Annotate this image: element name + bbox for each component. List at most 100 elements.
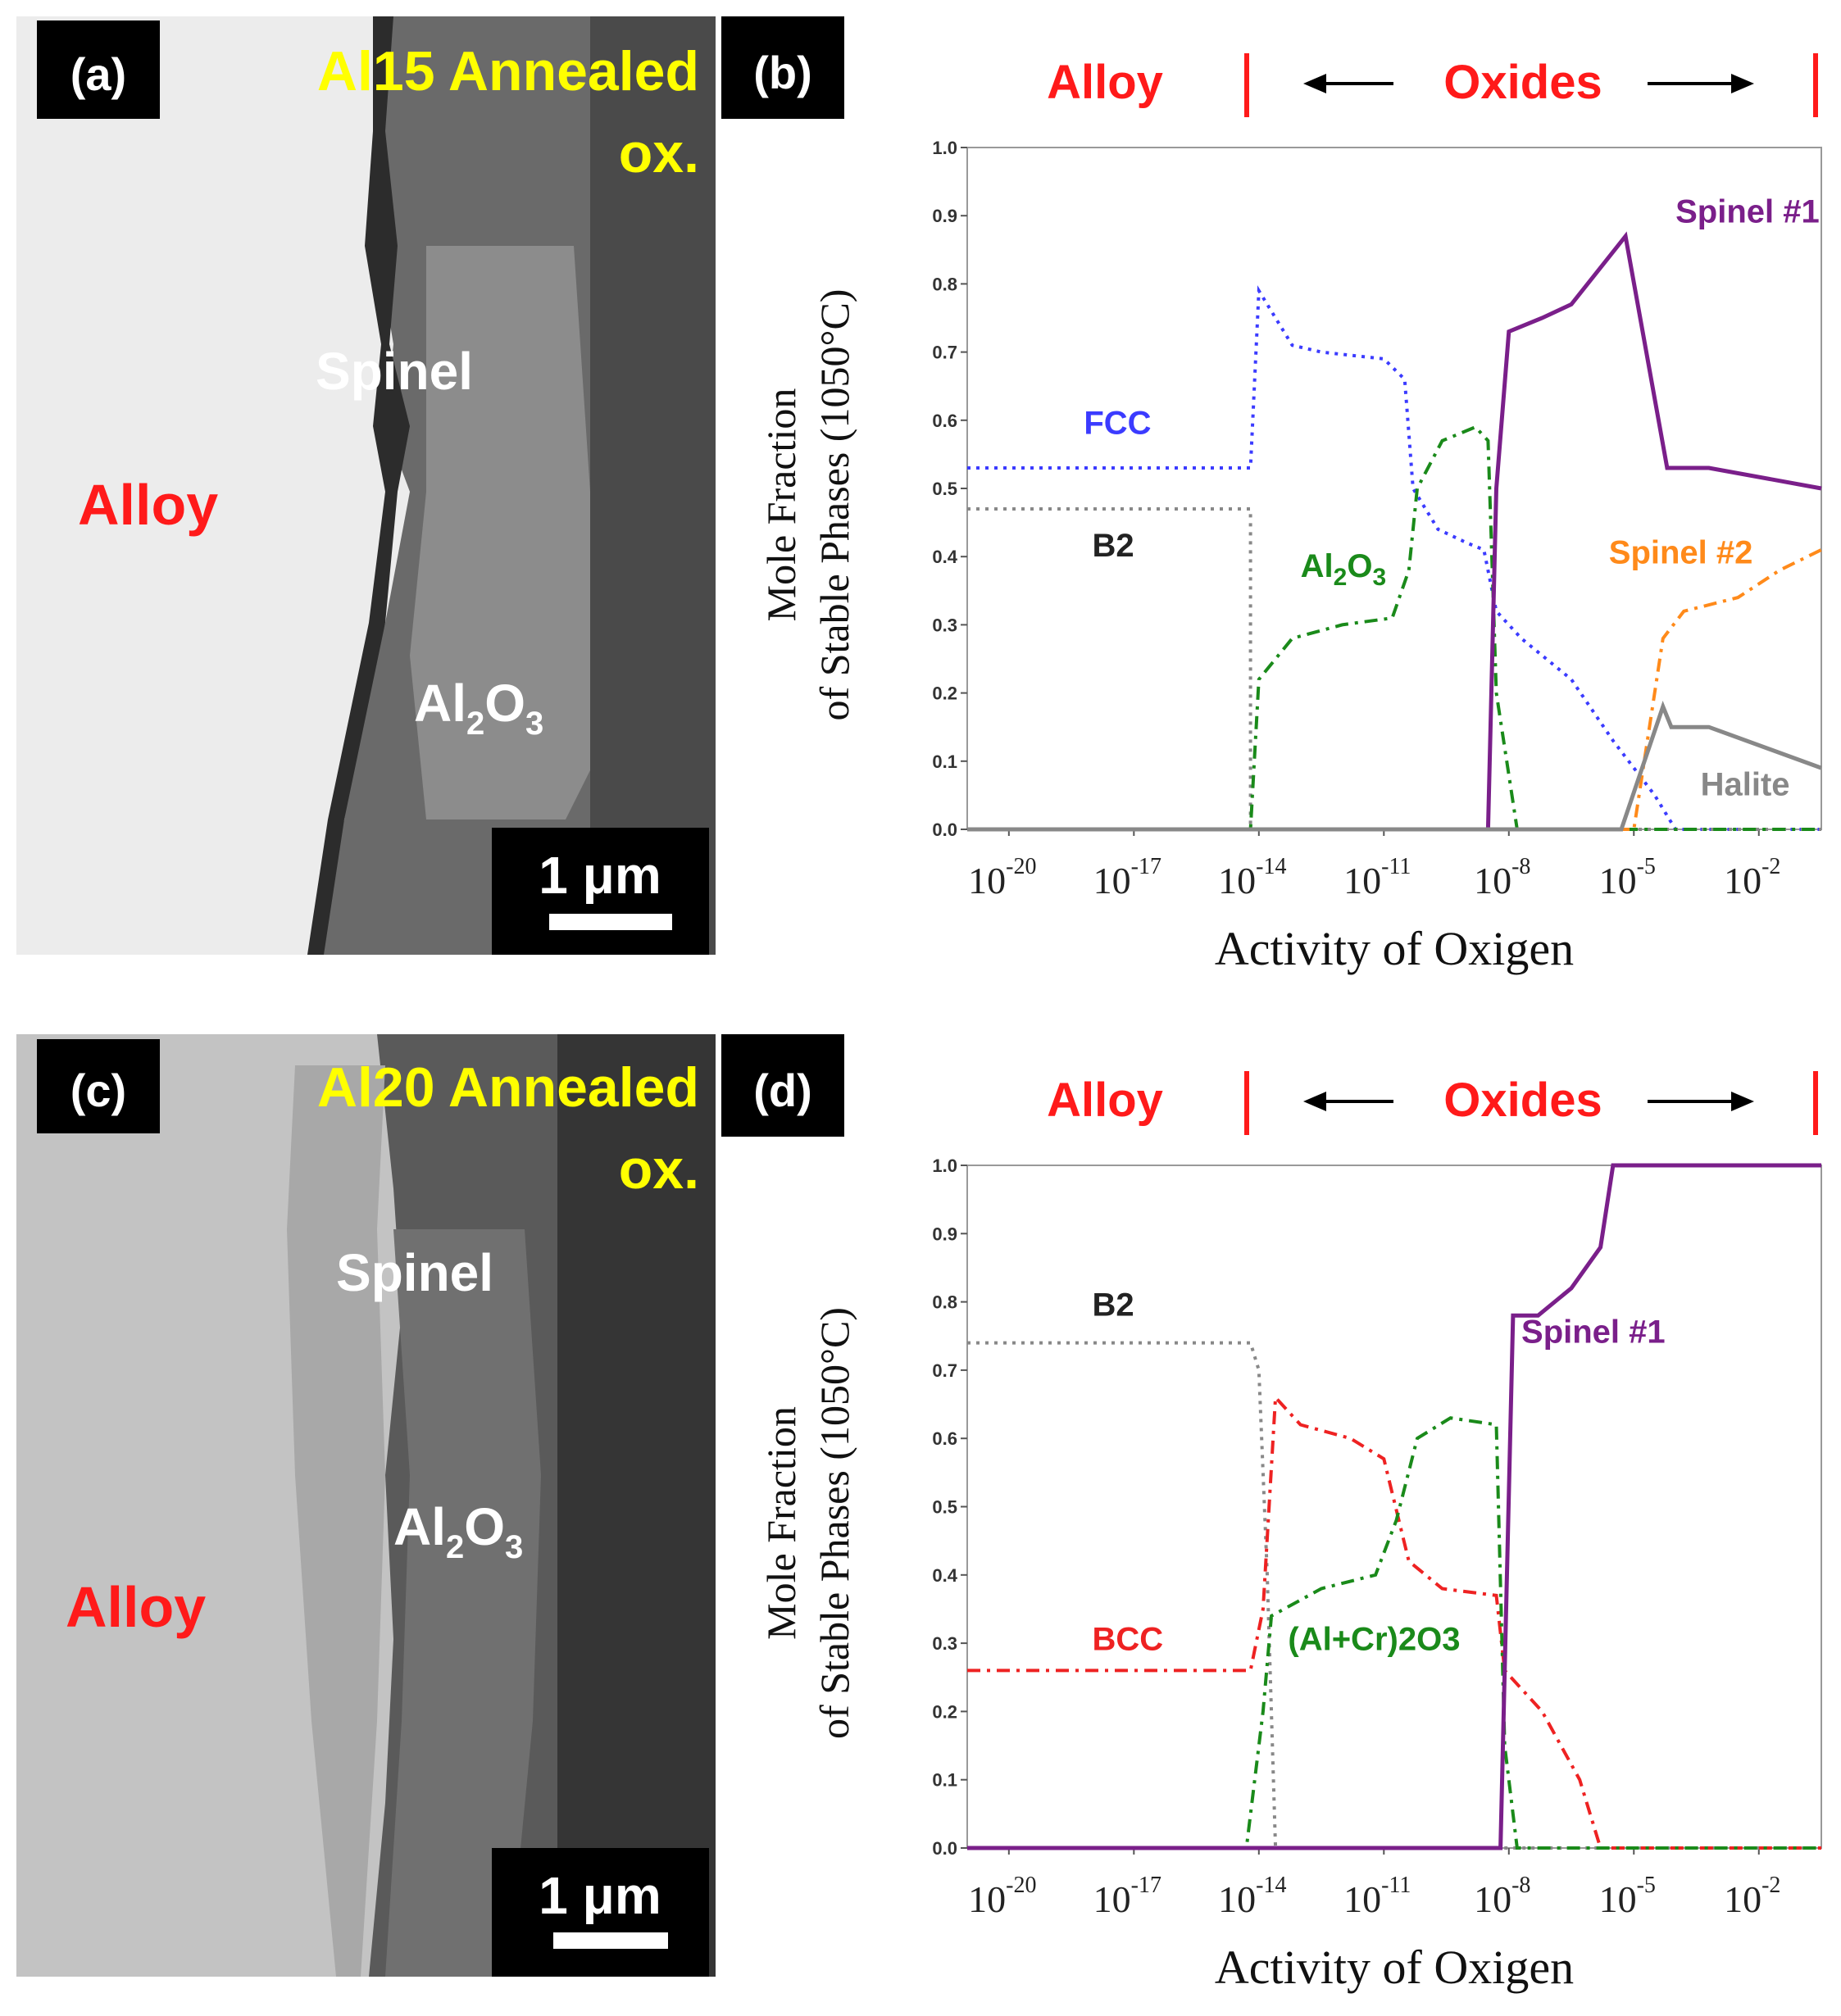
y-tick-label: 0.9 xyxy=(932,1224,957,1244)
x-tick-label: 10-17 xyxy=(1093,1873,1161,1920)
label-oxide-a: Al2O3 xyxy=(414,674,543,742)
chart-d: (d) Alloy Oxides 0.0 0.1 0.2 0.3 0.4 0.5 0.6 0.7 0… xyxy=(721,1034,1822,1994)
x-tick-label: 10-14 xyxy=(1218,854,1286,901)
arrow-left-icon xyxy=(1303,74,1326,93)
spinel-band-a xyxy=(307,16,410,955)
header-separator-left xyxy=(1244,53,1249,117)
scale-bar-label-a: 1 μm xyxy=(539,846,661,905)
plot-area xyxy=(966,147,1822,830)
label-spinel1: Spinel #1 xyxy=(1521,1314,1666,1351)
label-fcc: FCC xyxy=(1084,405,1151,441)
y-tick-label: 0.6 xyxy=(932,1428,957,1449)
scale-bar-c xyxy=(553,1932,668,1949)
label-alloy-a: Alloy xyxy=(78,473,218,537)
x-tick-label: 10-11 xyxy=(1343,854,1411,901)
x-tick-label: 10-20 xyxy=(968,854,1036,901)
x-tick-label: 10-14 xyxy=(1218,1873,1286,1920)
x-tick-label: 10-20 xyxy=(968,1873,1036,1920)
x-tick-label: 10-8 xyxy=(1474,854,1530,901)
y-tick-label: 0.4 xyxy=(932,1565,957,1586)
x-tick-label: 10-5 xyxy=(1599,1873,1656,1920)
label-b2: B2 xyxy=(1092,1287,1134,1323)
y-tick-label: 0.7 xyxy=(932,343,957,363)
label-bcc: BCC xyxy=(1092,1621,1163,1657)
series-b2 xyxy=(967,1341,1821,1850)
label-alloy-c: Alloy xyxy=(66,1575,206,1639)
x-tick-label: 10-2 xyxy=(1724,1873,1780,1920)
header-separator-right xyxy=(1813,1071,1818,1135)
sem-title-a-line2: ox. xyxy=(619,122,699,184)
y-tick-label: 1.0 xyxy=(932,138,957,158)
scale-bar-bg-a xyxy=(492,828,709,955)
header-oxides: Oxides xyxy=(1443,56,1602,109)
label-alcr2o3: (Al+Cr)2O3 xyxy=(1288,1621,1460,1657)
label-spinel1: Spinel #1 xyxy=(1675,194,1820,230)
y-tick-label: 0.0 xyxy=(932,820,957,840)
x-tick-label: 10-17 xyxy=(1093,854,1161,901)
label-spinel2: Spinel #2 xyxy=(1609,535,1753,571)
y-tick-label: 0.9 xyxy=(932,206,957,226)
label-al2o3: Al2O3 xyxy=(1301,548,1387,591)
chart-b: (b) Alloy Oxides 0.0 0.1 0.2 0.3 0.4 0.5 0.6 0.7 0… xyxy=(721,16,1822,975)
y-tick-label: 0.8 xyxy=(932,274,957,294)
x-tick-label: 10-8 xyxy=(1474,1873,1530,1920)
sem-title-c-line1: Al20 Annealed xyxy=(317,1056,699,1119)
panel-tag-c: (c) xyxy=(70,1065,126,1116)
header-alloy: Alloy xyxy=(1047,56,1163,109)
sem-title-c-line2: ox. xyxy=(619,1138,699,1201)
label-spinel-c: Spinel xyxy=(336,1243,493,1302)
y-tick-label: 0.4 xyxy=(932,547,957,567)
y-tick-label: 0.5 xyxy=(932,479,957,499)
label-oxide-c: Al2O3 xyxy=(393,1497,523,1565)
panel-tag-a: (a) xyxy=(70,48,126,100)
header-oxides: Oxides xyxy=(1443,1074,1602,1127)
series-al2o3 xyxy=(967,425,1821,831)
x-tick-label: 10-11 xyxy=(1343,1873,1411,1920)
y-tick-label: 0.5 xyxy=(932,1497,957,1518)
panel-tag-bg-c xyxy=(37,1039,160,1133)
y-tick-label: 0.7 xyxy=(932,1360,957,1381)
header-separator-left xyxy=(1244,1071,1249,1135)
label-halite: Halite xyxy=(1701,766,1790,802)
y-tick-label: 0.2 xyxy=(932,683,957,704)
series-spinel-1 xyxy=(967,1163,1821,1850)
scale-bar-a xyxy=(549,914,672,930)
label-b2: B2 xyxy=(1092,528,1134,564)
series-spinel-2 xyxy=(967,548,1822,831)
panel-tag-bg-b xyxy=(721,16,844,119)
y-axis-title-line1: Mole Fraction xyxy=(758,388,804,622)
oxide-outer-c xyxy=(557,1034,716,1977)
y-axis-title-line1: Mole Fraction xyxy=(758,1406,804,1640)
arrow-left-icon xyxy=(1303,1092,1326,1111)
panel-tag-bg-d xyxy=(721,1034,844,1137)
y-tick-label: 0.1 xyxy=(932,1770,957,1791)
series-bcc xyxy=(967,1393,1821,1850)
sem-title-a-line1: Al15 Annealed xyxy=(317,40,699,102)
y-tick-label: 0.3 xyxy=(932,615,957,635)
y-tick-label: 0.2 xyxy=(932,1701,957,1722)
y-axis-title-line2: of Stable Phases (1050°C) xyxy=(811,1307,857,1739)
panel-c: (c) Al20 Annealed ox. Spinel Alloy Al2O3… xyxy=(16,1034,716,1977)
plot-area xyxy=(966,1165,1822,1849)
series-spinel-1 xyxy=(967,231,1822,832)
x-tick-label: 10-5 xyxy=(1599,854,1656,901)
x-axis-title: Activity of Oxigen xyxy=(1215,922,1574,975)
x-tick-label: 10-2 xyxy=(1724,854,1780,901)
oxide-outer-a xyxy=(590,16,716,955)
series-halite xyxy=(967,701,1822,832)
y-tick-label: 0.1 xyxy=(932,751,957,772)
arrow-right-icon xyxy=(1731,1092,1754,1111)
series--al-cr-2o3 xyxy=(967,1416,1821,1850)
arrow-right-icon xyxy=(1731,74,1754,93)
panel-a: (a) Al15 Annealed ox. Spinel Alloy Al2O3… xyxy=(16,16,716,955)
y-tick-label: 0.0 xyxy=(932,1838,957,1859)
panel-tag-b: (b) xyxy=(753,47,812,98)
oxide-inner-c xyxy=(385,1229,541,1977)
label-spinel-a: Spinel xyxy=(316,342,473,401)
series-b2 xyxy=(967,507,1821,831)
scale-bar-bg-c xyxy=(492,1848,709,1977)
al2o3-region-a xyxy=(410,246,607,820)
spinel-band-c xyxy=(287,1065,385,1977)
panel-tag-d: (d) xyxy=(753,1065,812,1116)
